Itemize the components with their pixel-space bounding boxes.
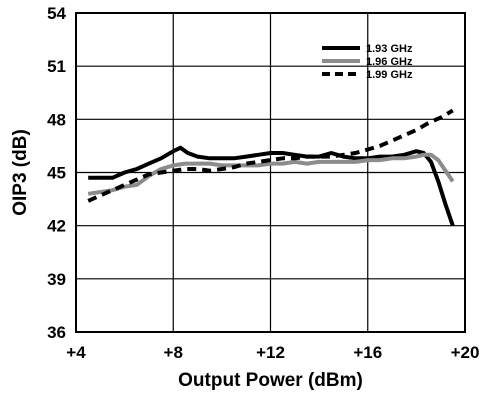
series-line: [87, 152, 455, 196]
y-tick-label: 39: [47, 270, 66, 289]
y-axis-label: OIP3 (dB): [10, 129, 31, 216]
series-line: [87, 108, 454, 203]
x-tick-labels: +4 +8 +12 +16 +20: [66, 343, 479, 362]
x-axis-label: Output Power (dBm): [178, 370, 363, 391]
x-tick-label: +4: [66, 343, 86, 362]
legend-label: 1.99 GHz: [366, 69, 413, 81]
x-tick-label: +12: [256, 343, 285, 362]
y-tick-label: 45: [47, 164, 66, 183]
y-tick-labels: 36 39 42 45 48 51 54: [47, 4, 66, 342]
legend-label: 1.93 GHz: [366, 43, 413, 55]
x-tick-label: +20: [451, 343, 480, 362]
plot-frame: [75, 12, 466, 333]
x-tick-label: +16: [353, 343, 382, 362]
y-tick-label: 42: [47, 217, 66, 236]
legend-label: 1.96 GHz: [366, 56, 413, 68]
series-line: [88, 145, 455, 227]
series-lines: [87, 108, 455, 227]
y-tick-label: 51: [47, 57, 66, 76]
x-tick-label: +8: [164, 343, 183, 362]
y-tick-label: 48: [47, 110, 66, 129]
y-tick-label: 54: [47, 4, 66, 23]
y-tick-label: 36: [47, 323, 66, 342]
